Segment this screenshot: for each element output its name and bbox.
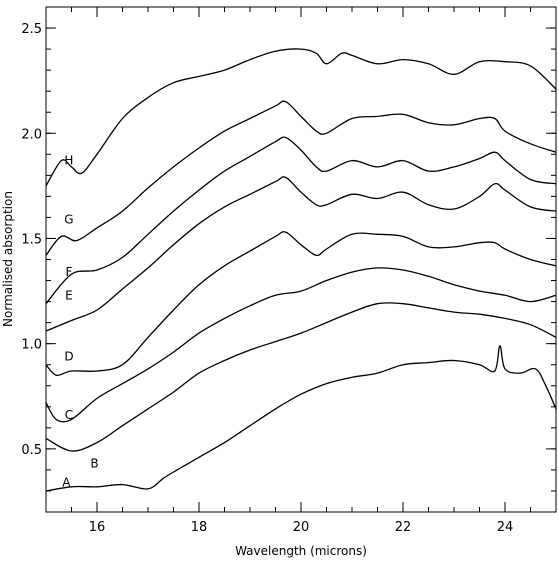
y-tick-label: 2.0 bbox=[21, 127, 42, 142]
curves-group bbox=[45, 48, 557, 492]
y-axis-label: Normalised absorption bbox=[1, 191, 15, 327]
curve-label-d: D bbox=[64, 349, 73, 363]
curve-label-f: F bbox=[65, 265, 72, 279]
curve-d bbox=[45, 231, 557, 377]
x-tick-label: 18 bbox=[191, 520, 208, 535]
curve-a bbox=[45, 345, 557, 492]
tick-labels-group: 16 18 20 22 24 0.5 1.0 1.5 2.0 2.5 bbox=[21, 22, 513, 535]
curve-labels-group: A B C D EF G H bbox=[62, 154, 98, 490]
curve-label-h: H bbox=[64, 154, 73, 168]
x-tick-label: 24 bbox=[497, 520, 514, 535]
curve-c bbox=[45, 267, 557, 423]
x-axis-label: Wavelength (microns) bbox=[235, 544, 367, 558]
curve-e bbox=[45, 176, 557, 332]
y-tick-label: 2.5 bbox=[21, 22, 42, 37]
curve-label-a: A bbox=[62, 476, 71, 490]
y-tick-label: 1.5 bbox=[21, 232, 42, 247]
x-tick-label: 22 bbox=[395, 520, 412, 535]
plot-frame bbox=[45, 6, 557, 513]
y-tick-label: 1.0 bbox=[21, 338, 42, 353]
curve-g bbox=[45, 100, 557, 256]
ticks-group bbox=[45, 6, 557, 513]
curve-label-c: C bbox=[65, 408, 73, 422]
curve-label-b: B bbox=[90, 457, 98, 471]
curve-b bbox=[45, 302, 557, 452]
x-tick-label: 20 bbox=[293, 520, 310, 535]
curve-f bbox=[45, 136, 557, 305]
x-tick-label: 16 bbox=[89, 520, 106, 535]
curve-h bbox=[45, 48, 557, 187]
y-tick-label: 0.5 bbox=[21, 443, 42, 458]
curve-label-e: E bbox=[65, 288, 73, 302]
curve-label-g: G bbox=[64, 213, 73, 227]
